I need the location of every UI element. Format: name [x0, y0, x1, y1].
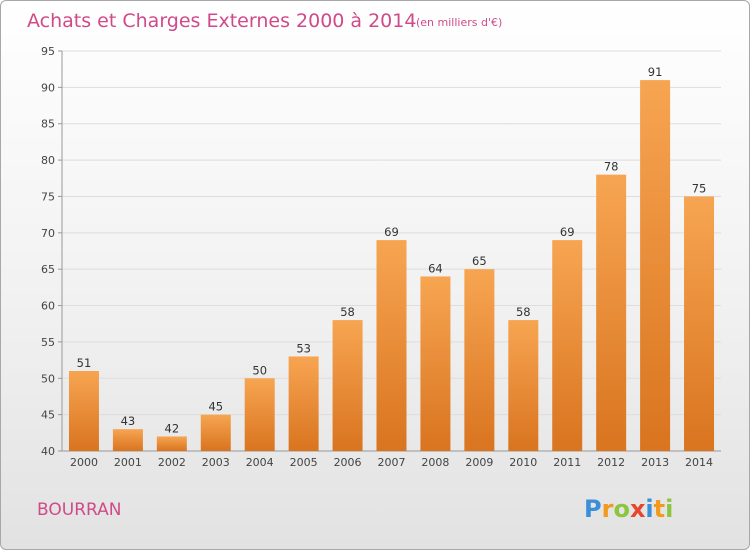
- y-tick-label: 70: [41, 227, 55, 240]
- x-tick-label: 2008: [421, 456, 449, 469]
- data-label-2000: 51: [77, 356, 92, 370]
- bar-2002: [156, 436, 187, 451]
- y-tick-label: 75: [41, 190, 55, 203]
- x-tick-label: 2010: [509, 456, 537, 469]
- y-tick-label: 40: [41, 445, 55, 458]
- bars: [68, 80, 715, 452]
- x-tick-label: 2006: [334, 456, 362, 469]
- bar-2006: [332, 320, 363, 451]
- x-tick-label: 2012: [597, 456, 625, 469]
- x-tick-label: 2002: [158, 456, 186, 469]
- data-label-2002: 42: [165, 421, 180, 435]
- bar-2013: [640, 80, 671, 451]
- y-tick-label: 55: [41, 336, 55, 349]
- y-tick-label: 50: [41, 372, 55, 385]
- chart-subtitle: (en milliers d'€): [416, 16, 502, 29]
- logo-letter: r: [602, 495, 614, 523]
- x-tick-label: 2000: [70, 456, 98, 469]
- x-tick-label: 2014: [685, 456, 713, 469]
- y-tick-label: 95: [41, 45, 55, 58]
- logo-letter: i: [665, 495, 673, 523]
- data-label-2001: 43: [121, 414, 136, 428]
- bar-2009: [464, 269, 495, 451]
- x-tick-label: 2004: [246, 456, 274, 469]
- data-label-2011: 69: [560, 225, 575, 239]
- x-tick-label: 2009: [465, 456, 493, 469]
- data-labels: 51 43 42 45 50 53 58 69 64 65 58 69 78 91 75: [77, 65, 707, 435]
- bar-2008: [420, 276, 451, 451]
- bar-2014: [684, 196, 715, 451]
- bar-2004: [244, 378, 275, 451]
- bar-2001: [112, 429, 143, 451]
- y-tick-label: 90: [41, 81, 55, 94]
- logo-letter: P: [584, 495, 602, 523]
- bar-2011: [552, 240, 583, 451]
- data-label-2003: 45: [208, 400, 223, 414]
- data-label-2004: 50: [252, 363, 267, 377]
- data-label-2010: 58: [516, 305, 531, 319]
- x-tick-label: 2011: [553, 456, 581, 469]
- y-tick-label: 85: [41, 118, 55, 131]
- chart-title: Achats et Charges Externes 2000 à 2014: [27, 10, 416, 32]
- data-label-2014: 75: [692, 181, 707, 195]
- y-tick-label: 80: [41, 154, 55, 167]
- bar-2003: [200, 414, 231, 451]
- bar-2000: [68, 371, 99, 451]
- data-label-2009: 65: [472, 254, 487, 268]
- bar-2012: [596, 174, 627, 452]
- x-tick-label: 2001: [114, 456, 142, 469]
- x-tick-label: 2007: [378, 456, 406, 469]
- logo-letter: o: [613, 495, 630, 523]
- data-label-2005: 53: [296, 341, 311, 355]
- bar-2007: [376, 240, 407, 451]
- y-tick-labels: 40 45 50 55 60 65 70 75 80 85 90 95: [41, 45, 55, 458]
- data-label-2007: 69: [384, 225, 399, 239]
- bar-2010: [508, 320, 539, 451]
- data-label-2006: 58: [340, 305, 355, 319]
- logo-letter: t: [654, 495, 665, 523]
- x-tick-labels: 2000 2001 2002 2003 2004 2005 2006 2007 2008 2009…: [70, 456, 713, 469]
- x-tick-label: 2005: [290, 456, 318, 469]
- x-tick-label: 2013: [641, 456, 669, 469]
- proxiti-logo: Proxiti: [584, 495, 673, 523]
- bar-2005: [288, 356, 319, 451]
- y-tick-label: 45: [41, 409, 55, 422]
- town-name: BOURRAN: [37, 500, 121, 520]
- data-label-2013: 91: [648, 65, 663, 79]
- logo-letter: x: [630, 495, 646, 523]
- data-label-2008: 64: [428, 261, 443, 275]
- y-tick-label: 60: [41, 300, 55, 313]
- logo-letter: i: [645, 495, 653, 523]
- x-tick-label: 2003: [202, 456, 230, 469]
- data-label-2012: 78: [604, 160, 619, 174]
- y-tick-label: 65: [41, 263, 55, 276]
